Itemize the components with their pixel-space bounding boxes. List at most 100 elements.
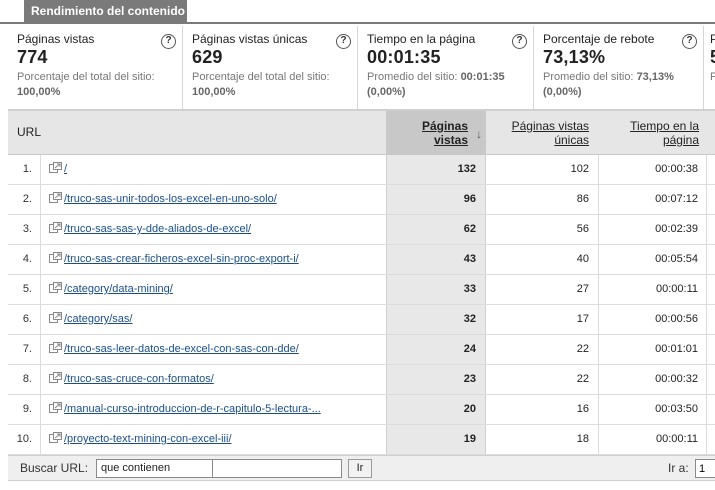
go-button[interactable]: Ir (348, 459, 372, 478)
url-link[interactable]: /truco-sas-crear-ficheros-excel-sin-proc… (64, 253, 299, 265)
url-link[interactable]: /truco-sas-cruce-con-formatos/ (64, 373, 214, 385)
sort-down-icon: ↓ (476, 127, 482, 141)
search-url-input[interactable] (212, 459, 342, 478)
metric-percent: (0,00%) (543, 86, 582, 98)
tab-underline (0, 22, 715, 24)
row-time-on-page: 00:02:39 (599, 215, 707, 244)
help-icon[interactable]: ? (161, 34, 176, 49)
row-pageviews: 62 (386, 215, 486, 244)
url-link[interactable]: /truco-sas-leer-datos-de-excel-con-sas-c… (64, 343, 299, 355)
row-time-on-page: 00:00:56 (599, 305, 707, 334)
metric-value: 00:01:35 (367, 47, 441, 67)
search-url-label: Buscar URL: (20, 461, 89, 475)
url-link[interactable]: /category/sas/ (64, 313, 133, 325)
table-row: 1. / 132 102 00:00:38 (8, 155, 715, 185)
row-url-cell: /category/sas/ (41, 305, 386, 334)
external-link-icon[interactable] (49, 432, 62, 443)
metric-cutoff: P 5 P (710, 32, 715, 83)
row-time-on-page: 00:03:50 (599, 395, 707, 424)
external-link-icon[interactable] (49, 222, 62, 233)
tab-bar: Rendimiento del contenido (0, 0, 715, 24)
external-link-icon[interactable] (49, 282, 62, 293)
url-link[interactable]: /truco-sas-sas-y-dde-aliados-de-excel/ (64, 223, 252, 235)
table-row: 9. /manual-curso-introduccion-de-r-capitu… (8, 395, 715, 425)
row-time-on-page: 00:05:54 (599, 245, 707, 274)
row-url-cell: /category/data-mining/ (41, 275, 386, 304)
url-link[interactable]: /category/data-mining/ (64, 283, 173, 295)
row-index: 10. (8, 425, 41, 454)
column-header-time-on-page[interactable]: Tiempo en la página (630, 119, 699, 147)
row-index: 6. (8, 305, 41, 334)
row-time-on-page: 00:00:11 (599, 425, 707, 454)
goto-page-input[interactable] (695, 459, 715, 478)
metric-sub: Porcentaje del total del sitio: (192, 71, 330, 83)
external-link-icon[interactable] (49, 342, 62, 353)
table-row: 2. /truco-sas-unir-todos-los-excel-en-uno… (8, 185, 715, 215)
row-unique-pageviews: 22 (486, 365, 599, 394)
row-pageviews: 32 (386, 305, 486, 334)
external-link-icon[interactable] (49, 372, 62, 383)
row-pageviews: 96 (386, 185, 486, 214)
metric-value: 73,13% (543, 47, 606, 67)
row-time-on-page: 00:00:11 (599, 275, 707, 304)
external-link-icon[interactable] (49, 252, 62, 263)
row-time-on-page: 00:00:32 (599, 365, 707, 394)
row-index: 8. (8, 365, 41, 394)
table-row: 8. /truco-sas-cruce-con-formatos/23 22 00:0… (8, 365, 715, 395)
column-header-unique-pageviews[interactable]: Páginas vistas únicas (511, 119, 589, 147)
table-row: 4. /truco-sas-crear-ficheros-excel-sin-pr… (8, 245, 715, 275)
row-pageviews: 19 (386, 425, 486, 454)
row-unique-pageviews: 40 (486, 245, 599, 274)
row-unique-pageviews: 16 (486, 395, 599, 424)
column-header-url: URL (17, 125, 42, 139)
external-link-icon[interactable] (49, 402, 62, 413)
row-unique-pageviews: 17 (486, 305, 599, 334)
row-url-cell: /truco-sas-sas-y-dde-aliados-de-excel/ (41, 215, 386, 244)
filter-select[interactable]: que contienen ▼ (96, 459, 233, 478)
metric-sub: Promedio del sitio: 73,13% (543, 71, 674, 83)
row-pageviews: 23 (386, 365, 486, 394)
row-index: 5. (8, 275, 41, 304)
table-row: 10. /proyecto-text-mining-con-excel-iii/1… (8, 425, 715, 455)
row-time-on-page: 00:00:38 (599, 155, 707, 184)
metric-bounce-rate: Porcentaje de rebote 73,13% Promedio del… (534, 26, 704, 109)
row-pageviews: 33 (386, 275, 486, 304)
url-link[interactable]: /manual-curso-introduccion-de-r-capitulo… (64, 403, 321, 415)
url-link[interactable]: /proyecto-text-mining-con-excel-iii/ (64, 433, 232, 445)
column-header-pageviews[interactable]: Páginas vistas ↓ (386, 111, 486, 155)
row-pageviews: 24 (386, 335, 486, 364)
external-link-icon[interactable] (49, 162, 62, 173)
tab-content-performance[interactable]: Rendimiento del contenido (24, 0, 187, 22)
metric-percent: 100,00% (192, 86, 236, 98)
url-link[interactable]: /truco-sas-unir-todos-los-excel-en-uno-s… (64, 193, 277, 205)
row-url-cell: /truco-sas-unir-todos-los-excel-en-uno-s… (41, 185, 386, 214)
table-row: 5. /category/data-mining/33 27 00:00:11 (8, 275, 715, 305)
row-pageviews: 43 (386, 245, 486, 274)
metric-label: Páginas vistas (17, 32, 95, 46)
metric-value: 774 (17, 47, 48, 67)
table-row: 6. /category/sas/32 17 00:00:56 (8, 305, 715, 335)
row-index: 1. (8, 155, 41, 184)
url-link[interactable]: / (64, 163, 68, 175)
row-url-cell: /truco-sas-cruce-con-formatos/ (41, 365, 386, 394)
metric-label: Tiempo en la página (367, 32, 476, 46)
external-link-icon[interactable] (49, 312, 62, 323)
help-icon[interactable]: ? (336, 34, 351, 49)
row-index: 4. (8, 245, 41, 274)
row-unique-pageviews: 102 (486, 155, 599, 184)
help-icon[interactable]: ? (512, 34, 527, 49)
row-url-cell: /truco-sas-leer-datos-de-excel-con-sas-c… (41, 335, 386, 364)
row-url-cell: /manual-curso-introduccion-de-r-capitulo… (41, 395, 386, 424)
metric-sub: Porcentaje del total del sitio: (17, 71, 155, 83)
row-index: 7. (8, 335, 41, 364)
help-icon[interactable]: ? (682, 34, 697, 49)
metric-percent: (0,00%) (367, 86, 406, 98)
row-url-cell: / (41, 155, 386, 184)
metrics-strip: Páginas vistas 774 Porcentaje del total … (8, 26, 715, 110)
external-link-icon[interactable] (49, 192, 62, 203)
row-unique-pageviews: 27 (486, 275, 599, 304)
metric-pageviews: Páginas vistas 774 Porcentaje del total … (8, 26, 183, 109)
metric-sub: Promedio del sitio: 00:01:35 (367, 71, 505, 83)
metric-time-on-page: Tiempo en la página 00:01:35 Promedio de… (358, 26, 534, 109)
table-row: 3. /truco-sas-sas-y-dde-aliados-de-excel/… (8, 215, 715, 245)
